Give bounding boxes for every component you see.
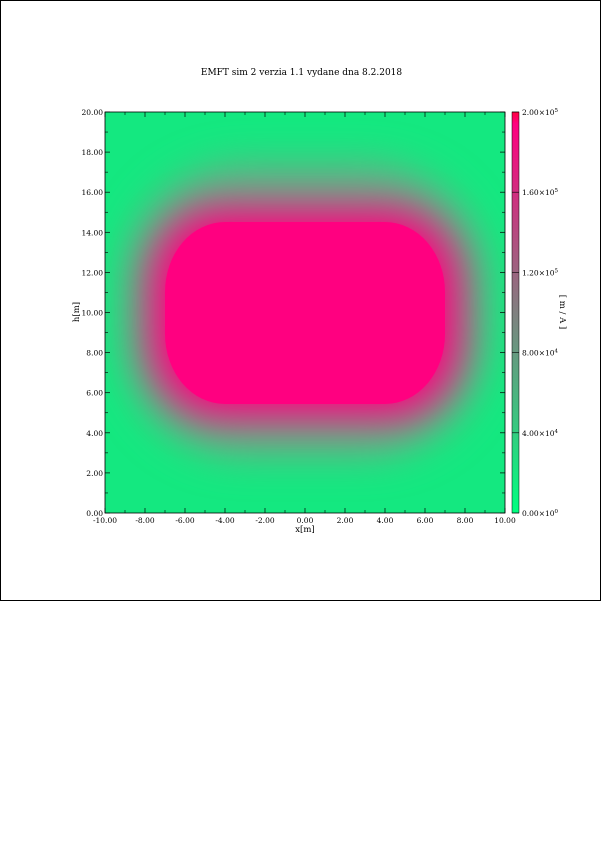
colorbar-tick-label: 4.00×104 <box>522 429 559 438</box>
y-tick-label: 16.00 <box>82 188 104 197</box>
heatmap-plot <box>105 112 505 513</box>
colorbar-label: [ m / A ] <box>557 295 567 330</box>
x-tick-label: 0.00 <box>297 516 314 525</box>
x-tick-label: 2.00 <box>337 516 354 525</box>
y-tick-label: 20.00 <box>82 108 104 117</box>
y-tick-label: 12.00 <box>82 268 104 277</box>
y-tick-label: 4.00 <box>86 429 103 438</box>
y-axis-label: h[m] <box>72 302 82 322</box>
x-axis: -10.00 -8.00 -6.00 -4.00 -2.00 0.00 2.00 4.00 6.… <box>93 112 516 525</box>
y-tick-label: 10.00 <box>82 309 104 318</box>
y-tick-label: 2.00 <box>86 469 103 478</box>
colorbar-tick-label: 1.60×105 <box>522 188 559 197</box>
x-axis-label: x[m] <box>295 525 315 535</box>
heatmap-core <box>165 222 445 404</box>
y-tick-label: 14.00 <box>82 228 104 237</box>
x-tick-label: -2.00 <box>255 516 274 525</box>
y-tick-label: 0.00 <box>86 509 103 518</box>
y-tick-label: 8.00 <box>86 349 103 358</box>
x-tick-label: 6.00 <box>417 516 434 525</box>
x-tick-label: 10.00 <box>494 516 516 525</box>
colorbar-ticks: 0.00×100 4.00×104 8.00×104 1.20×105 1.60×105… <box>512 108 559 518</box>
x-tick-label: 4.00 <box>377 516 394 525</box>
x-tick-label: -4.00 <box>215 516 234 525</box>
colorbar-tick-label: 1.20×105 <box>522 268 559 277</box>
colorbar-tick-label: 2.00×105 <box>522 108 559 117</box>
x-tick-label: -8.00 <box>135 516 154 525</box>
y-tick-label: 18.00 <box>82 148 104 157</box>
y-axis: 0.00 2.00 4.00 6.00 8.00 10.00 12.00 14.00 16.00… <box>82 108 505 518</box>
chart-title: EMFT sim 2 verzia 1.1 vydane dna 8.2.201… <box>200 68 403 78</box>
colorbar <box>512 112 519 513</box>
x-tick-label: -10.00 <box>93 516 117 525</box>
x-tick-label: -6.00 <box>175 516 194 525</box>
page-frame <box>0 0 601 601</box>
y-tick-label: 6.00 <box>86 389 103 398</box>
colorbar-tick-label: 0.00×100 <box>522 509 559 518</box>
x-tick-label: 8.00 <box>457 516 474 525</box>
colorbar-tick-label: 8.00×104 <box>522 349 559 358</box>
